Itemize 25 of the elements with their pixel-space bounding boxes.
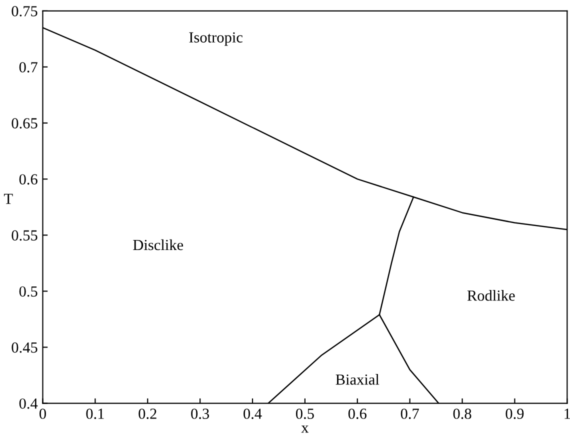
y-tick-label: 0.4	[19, 398, 38, 409]
y-tick-label: 0.65	[12, 118, 38, 129]
y-tick-label: 0.5	[19, 286, 38, 297]
y-tick-label: 0.6	[19, 174, 38, 185]
annotation: Isotropic	[189, 32, 242, 46]
x-tick-label: 0.7	[400, 408, 419, 419]
y-tick-label: 0.45	[12, 342, 38, 353]
annotation: Biaxial	[336, 374, 380, 385]
x-tick-label: 0.2	[138, 408, 156, 419]
x-tick-label: 0.4	[244, 408, 262, 419]
x-tick-label: 0.9	[506, 408, 524, 419]
annotation: Rodlike	[467, 290, 515, 301]
x-tick-label: 0.1	[86, 408, 104, 419]
annotation: Disclike	[133, 239, 184, 250]
x-tick-label: 0.5	[296, 408, 314, 419]
y-tick-label: 0.55	[12, 230, 38, 241]
x-tick-label: 0.3	[191, 408, 210, 419]
x-axis-title: x	[301, 426, 309, 433]
x-tick-label: 0.6	[348, 408, 366, 419]
x-tick-label: 0.8	[453, 408, 472, 419]
y-tick-label: 0.75	[12, 6, 38, 16]
x-tick-label: 0	[40, 408, 46, 419]
y-axis-title: T	[4, 194, 13, 204]
x-tick-label: 1	[564, 408, 570, 419]
y-tick-label: 0.7	[19, 62, 38, 72]
